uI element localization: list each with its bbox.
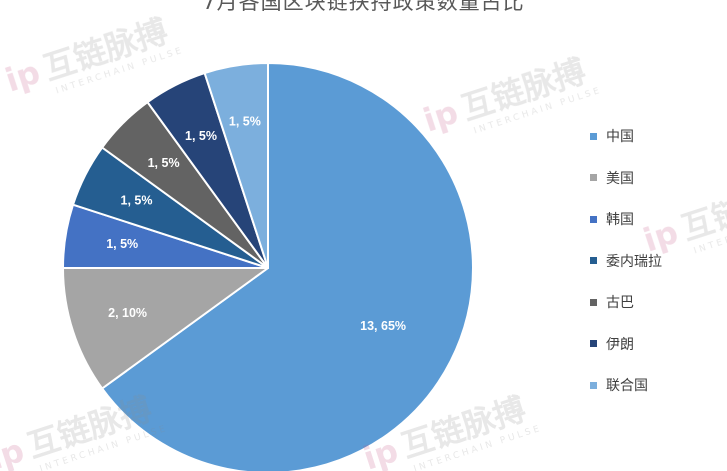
legend-item: 美国	[590, 168, 720, 188]
legend-item: 委内瑞拉	[590, 251, 720, 271]
data-label-5: 1, 5%	[148, 156, 180, 170]
svg-text:ip: ip	[1, 53, 45, 100]
legend-swatch	[590, 340, 597, 347]
data-label-3: 1, 5%	[106, 237, 138, 251]
legend-label: 美国	[606, 170, 634, 187]
data-label-6: 1, 5%	[185, 129, 217, 143]
legend-item: 伊朗	[590, 334, 720, 354]
legend-label: 韩国	[606, 212, 634, 228]
legend-label: 中国	[606, 129, 634, 145]
data-label-2: 2, 10%	[108, 306, 147, 320]
legend-swatch	[590, 298, 597, 306]
chart-title: 7月各国区块链扶持政策数量占比	[202, 0, 525, 14]
legend-item: 古巴	[590, 292, 720, 312]
pie-slice-2	[62, 267, 269, 390]
legend-item: 韩国	[590, 209, 720, 229]
legend-swatch	[590, 132, 597, 140]
legend-swatch	[590, 257, 597, 264]
legend-label: 委内瑞拉	[606, 253, 662, 270]
legend-swatch	[590, 215, 597, 223]
chart-legend: 中国美国韩国委内瑞拉古巴伊朗联合国	[590, 126, 720, 417]
data-label-1: 13, 65%	[360, 319, 406, 333]
data-label-4: 1, 5%	[121, 193, 153, 207]
legend-label: 古巴	[606, 295, 634, 311]
legend-label: 联合国	[606, 378, 648, 394]
legend-swatch	[590, 174, 597, 181]
legend-item: 中国	[590, 126, 720, 146]
legend-label: 伊朗	[606, 336, 634, 353]
svg-text:ip: ip	[419, 93, 463, 140]
data-label-7: 1, 5%	[229, 114, 261, 128]
legend-swatch	[590, 381, 597, 389]
pie-slice-7	[203, 62, 269, 269]
legend-item: 联合国	[590, 375, 720, 395]
pie-slice-1	[101, 62, 474, 471]
